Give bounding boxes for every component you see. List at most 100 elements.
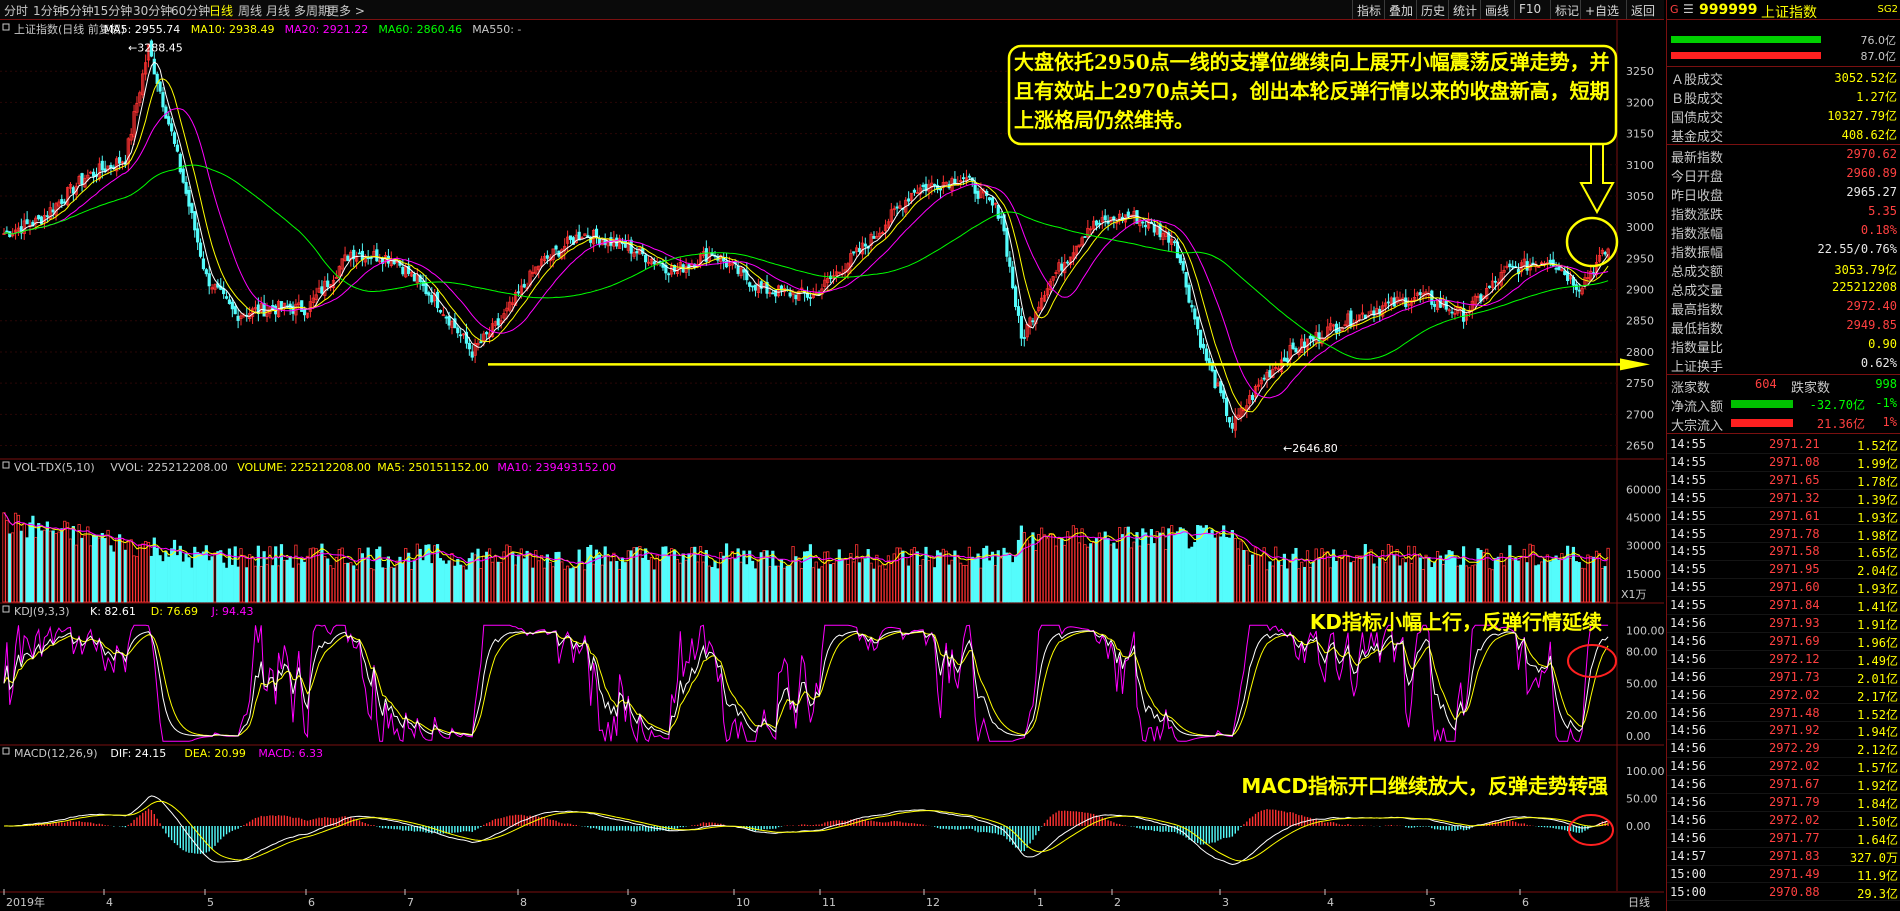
candle-body [479, 341, 483, 344]
volume-bar [1447, 550, 1451, 603]
volume-bar [776, 565, 781, 603]
volume-bar [1112, 542, 1116, 603]
toolbar-button-8[interactable]: 返回 [1626, 0, 1659, 19]
period-3[interactable]: 15分钟 [93, 4, 133, 18]
volume-bar [115, 537, 119, 603]
toolbar-button-7[interactable]: +自选 [1580, 0, 1623, 19]
candle-body [409, 272, 414, 277]
quote-row: 最新指数 2970.62 [1671, 147, 1897, 166]
candle-body [779, 285, 784, 291]
volume-bar [1245, 550, 1249, 603]
period-0[interactable]: 分时 [4, 4, 29, 18]
volume-bar [1048, 533, 1052, 603]
volume-bar [60, 528, 64, 603]
volume-bar [369, 568, 373, 603]
volume-bar [77, 524, 81, 603]
candle-body [493, 321, 497, 326]
period-6[interactable]: 日线 [209, 4, 234, 18]
volume-bar [866, 549, 870, 603]
period-8[interactable]: 月线 [266, 4, 291, 18]
kdj-highlight-circle [1567, 644, 1617, 678]
panel-box-icon [2, 461, 10, 469]
period-5[interactable]: 60分钟 [171, 4, 211, 18]
volume-bar [1592, 556, 1596, 603]
volume-bar [788, 565, 792, 603]
candle-body [1331, 324, 1336, 327]
candle-body [407, 265, 411, 274]
candle-body [1158, 223, 1162, 238]
volume-bar [210, 556, 214, 603]
candle-body [297, 302, 301, 306]
candle-body [1071, 252, 1076, 260]
candle-body [317, 287, 321, 293]
volume-bar [502, 551, 506, 603]
toolbar-button-3[interactable]: 统计 [1448, 0, 1481, 19]
volume-bar [545, 554, 549, 603]
candle-body [129, 133, 133, 141]
candle-body [1453, 312, 1457, 315]
quote-row: 上证换手 0.62% [1671, 356, 1897, 375]
candle-body [1490, 280, 1495, 288]
volume-bar [1106, 538, 1110, 603]
panel-title: 上证指数(日线 前复权) [14, 22, 125, 36]
volume-bar [623, 562, 628, 603]
volume-bar [904, 557, 908, 603]
candle-body [993, 202, 997, 205]
toolbar-button-2[interactable]: 历史 [1416, 0, 1449, 19]
period-10[interactable]: 更多 > [327, 4, 365, 18]
candle-body [37, 215, 41, 220]
volume-bar [808, 544, 812, 603]
candle-body [86, 174, 90, 179]
quote-row: 指数振幅 22.55/0.76% [1671, 242, 1897, 261]
volume-bar [1424, 554, 1428, 603]
volume-bar [805, 551, 810, 603]
candle-body [224, 296, 229, 299]
volume-bar [178, 545, 182, 603]
toolbar-button-0[interactable]: 指标 [1352, 0, 1385, 19]
candle-body [146, 43, 151, 61]
indicator-label: MA550: - [472, 23, 521, 36]
candle-body [1488, 285, 1492, 288]
toolbar-button-6[interactable]: 标记 [1550, 0, 1583, 19]
candle-body [305, 312, 310, 318]
toolbar-button-4[interactable]: 画线 [1480, 0, 1513, 19]
volume-bar [1149, 529, 1154, 603]
tick-row: 14:55 2971.61 1.93亿 [1667, 508, 1900, 526]
kline-chart[interactable]: 3250 3200 3150 3100 3050 3000 2950 2900 2850 2800… [0, 20, 1664, 911]
volume-bar [201, 551, 206, 603]
volume-bar [539, 555, 544, 603]
volume-bar [1282, 553, 1286, 603]
volume-bar [1071, 525, 1076, 603]
volume-bar [1412, 546, 1417, 603]
volume-bar [606, 554, 610, 603]
volume-bar [236, 566, 240, 603]
period-2[interactable]: 5分钟 [62, 4, 94, 18]
toolbar-button-5[interactable]: F10 [1514, 0, 1545, 19]
period-9[interactable]: 多周期 [294, 4, 331, 18]
volume-bar [204, 545, 208, 603]
period-1[interactable]: 1分钟 [33, 4, 65, 18]
candle-body [516, 291, 521, 294]
period-4[interactable]: 30分钟 [133, 4, 173, 18]
volume-bar [973, 557, 977, 603]
volume-bar [1236, 548, 1240, 603]
candle-body [811, 294, 815, 299]
volume-bar [1323, 551, 1327, 603]
candle-body [19, 226, 23, 234]
period-7[interactable]: 周线 [238, 4, 263, 18]
volume-bar [823, 551, 827, 603]
candle-body [1476, 295, 1480, 298]
volume-bar [933, 567, 937, 603]
volume-bar [1461, 546, 1466, 603]
candle-body [898, 205, 902, 209]
candle-body [774, 289, 778, 297]
candle-body [1435, 300, 1440, 310]
candle-body [167, 116, 171, 125]
menu-icon[interactable]: ☰ [1683, 2, 1694, 16]
volume-bar [840, 558, 844, 603]
index-name: 上证指数 [1761, 5, 1817, 21]
volume-bar [947, 564, 951, 603]
toolbar-button-1[interactable]: 叠加 [1384, 0, 1417, 19]
volume-bar [1042, 534, 1047, 603]
candle-body [320, 286, 324, 294]
